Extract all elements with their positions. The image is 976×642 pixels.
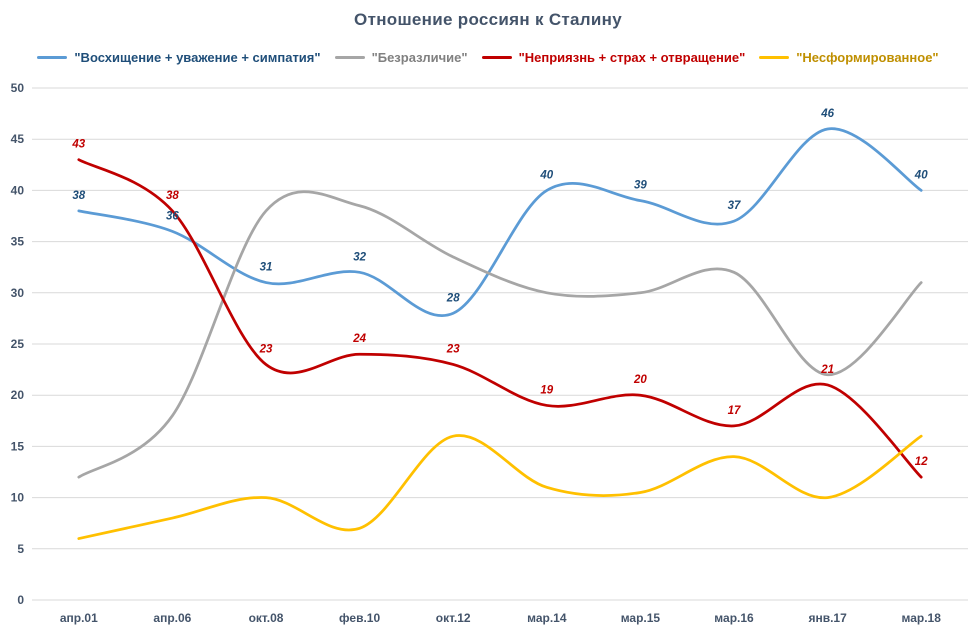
data-label-admiration-respect-sympathy: 39 [634,180,647,192]
series-line-admiration-respect-sympathy [77,127,923,317]
y-axis-tick-label: 0 [17,593,24,607]
data-label-admiration-respect-sympathy: 40 [914,169,928,181]
legend-item-admiration-respect-sympathy: "Восхищение + уважение + симпатия" [37,50,321,65]
legend-label: "Безразличие" [371,50,468,65]
x-axis-tick-label: мар.14 [527,611,567,625]
y-axis-tick-label: 25 [11,337,25,351]
series-line-aversion-fear-disgust [77,158,923,479]
data-label-admiration-respect-sympathy: 38 [72,190,85,202]
data-label-aversion-fear-disgust: 12 [915,456,928,468]
x-axis-tick-label: мар.16 [714,611,754,625]
legend-item-indifference: "Безразличие" [334,50,468,65]
data-label-admiration-respect-sympathy: 40 [539,169,553,181]
legend-label: "Несформированное" [796,50,939,65]
data-label-aversion-fear-disgust: 23 [446,343,460,355]
y-axis-tick-label: 10 [11,491,25,505]
data-label-admiration-respect-sympathy: 37 [728,200,741,212]
data-label-admiration-respect-sympathy: 36 [166,210,179,222]
data-label-aversion-fear-disgust: 17 [728,405,741,417]
x-axis-tick-label: окт.12 [436,611,471,625]
y-axis-tick-label: 50 [11,81,25,95]
legend-line-swatch [759,56,790,59]
y-axis-tick-label: 40 [11,183,25,197]
y-axis-tick-label: 35 [11,235,25,249]
data-label-aversion-fear-disgust: 20 [633,374,647,386]
legend-label: "Неприязнь + страх + отвращение" [518,50,746,65]
data-label-aversion-fear-disgust: 19 [540,384,553,396]
chart-title: Отношение россиян к Сталину [354,10,622,29]
legend-item-aversion-fear-disgust: "Неприязнь + страх + отвращение" [481,50,746,65]
data-label-aversion-fear-disgust: 24 [352,333,366,345]
x-axis-tick-label: апр.06 [153,611,191,625]
series-line-indifference [77,190,923,479]
x-axis-tick-label: окт.08 [249,611,284,625]
x-axis-tick-label: мар.18 [901,611,941,625]
data-label-aversion-fear-disgust: 38 [166,190,179,202]
legend-item-unformed: "Несформированное" [759,50,939,65]
legend-label: "Восхищение + уважение + симпатия" [74,50,321,65]
y-axis-tick-label: 30 [11,286,25,300]
x-axis-tick-label: апр.01 [60,611,98,625]
data-label-aversion-fear-disgust: 21 [820,364,834,376]
data-label-aversion-fear-disgust: 23 [259,343,273,355]
data-label-admiration-respect-sympathy: 46 [820,108,834,120]
x-axis-tick-label: фев.10 [339,611,380,625]
legend-line-swatch [334,56,365,59]
legend-line-swatch [481,56,512,59]
data-label-aversion-fear-disgust: 43 [71,139,85,151]
data-label-admiration-respect-sympathy: 31 [260,262,273,274]
x-axis-tick-label: мар.15 [621,611,661,625]
x-axis-tick-label: янв.17 [808,611,847,625]
data-label-admiration-respect-sympathy: 32 [353,251,366,263]
y-axis-tick-label: 15 [11,439,25,453]
series-line-unformed [77,434,923,540]
chart-legend: "Восхищение + уважение + симпатия" "Безр… [0,50,976,65]
data-label-admiration-respect-sympathy: 28 [446,292,460,304]
legend-line-swatch [37,56,68,59]
y-axis-tick-label: 5 [17,542,24,556]
y-axis-tick-label: 20 [11,388,25,402]
y-axis-tick-label: 45 [11,132,25,146]
